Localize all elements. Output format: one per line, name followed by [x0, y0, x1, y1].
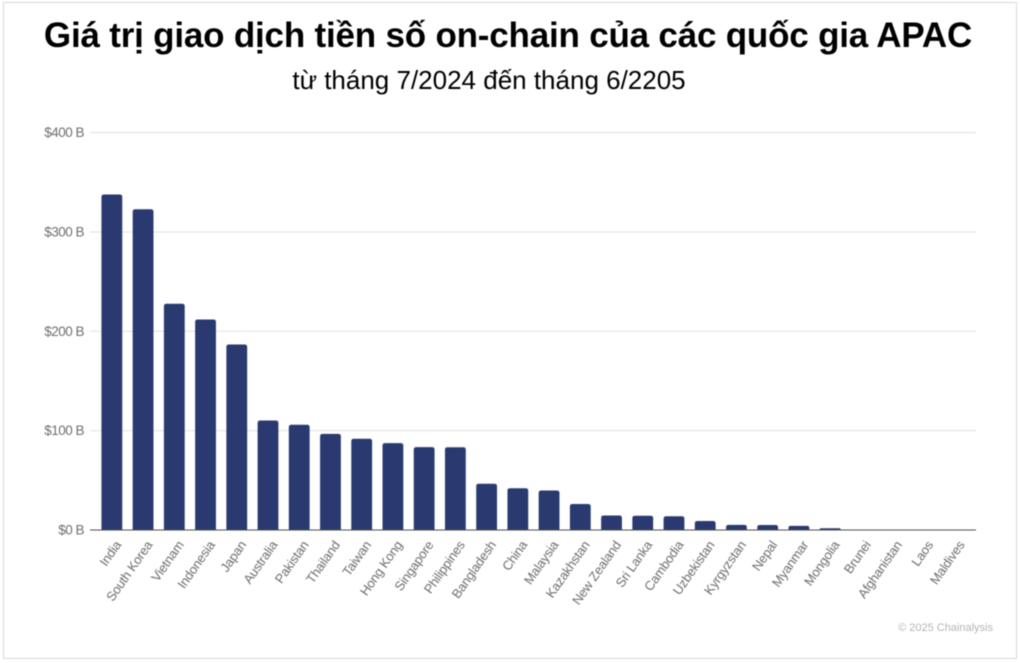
svg-text:$100 B: $100 B [44, 423, 84, 438]
svg-text:Laos: Laos [908, 537, 936, 569]
svg-text:$200 B: $200 B [44, 324, 84, 339]
svg-text:Nepal: Nepal [749, 538, 780, 574]
svg-text:India: India [96, 537, 124, 569]
svg-text:$0 B: $0 B [58, 523, 84, 538]
svg-text:$300 B: $300 B [44, 225, 84, 240]
svg-text:Japan: Japan [217, 538, 249, 575]
svg-text:China: China [499, 537, 531, 573]
svg-text:$400 B: $400 B [44, 125, 84, 140]
